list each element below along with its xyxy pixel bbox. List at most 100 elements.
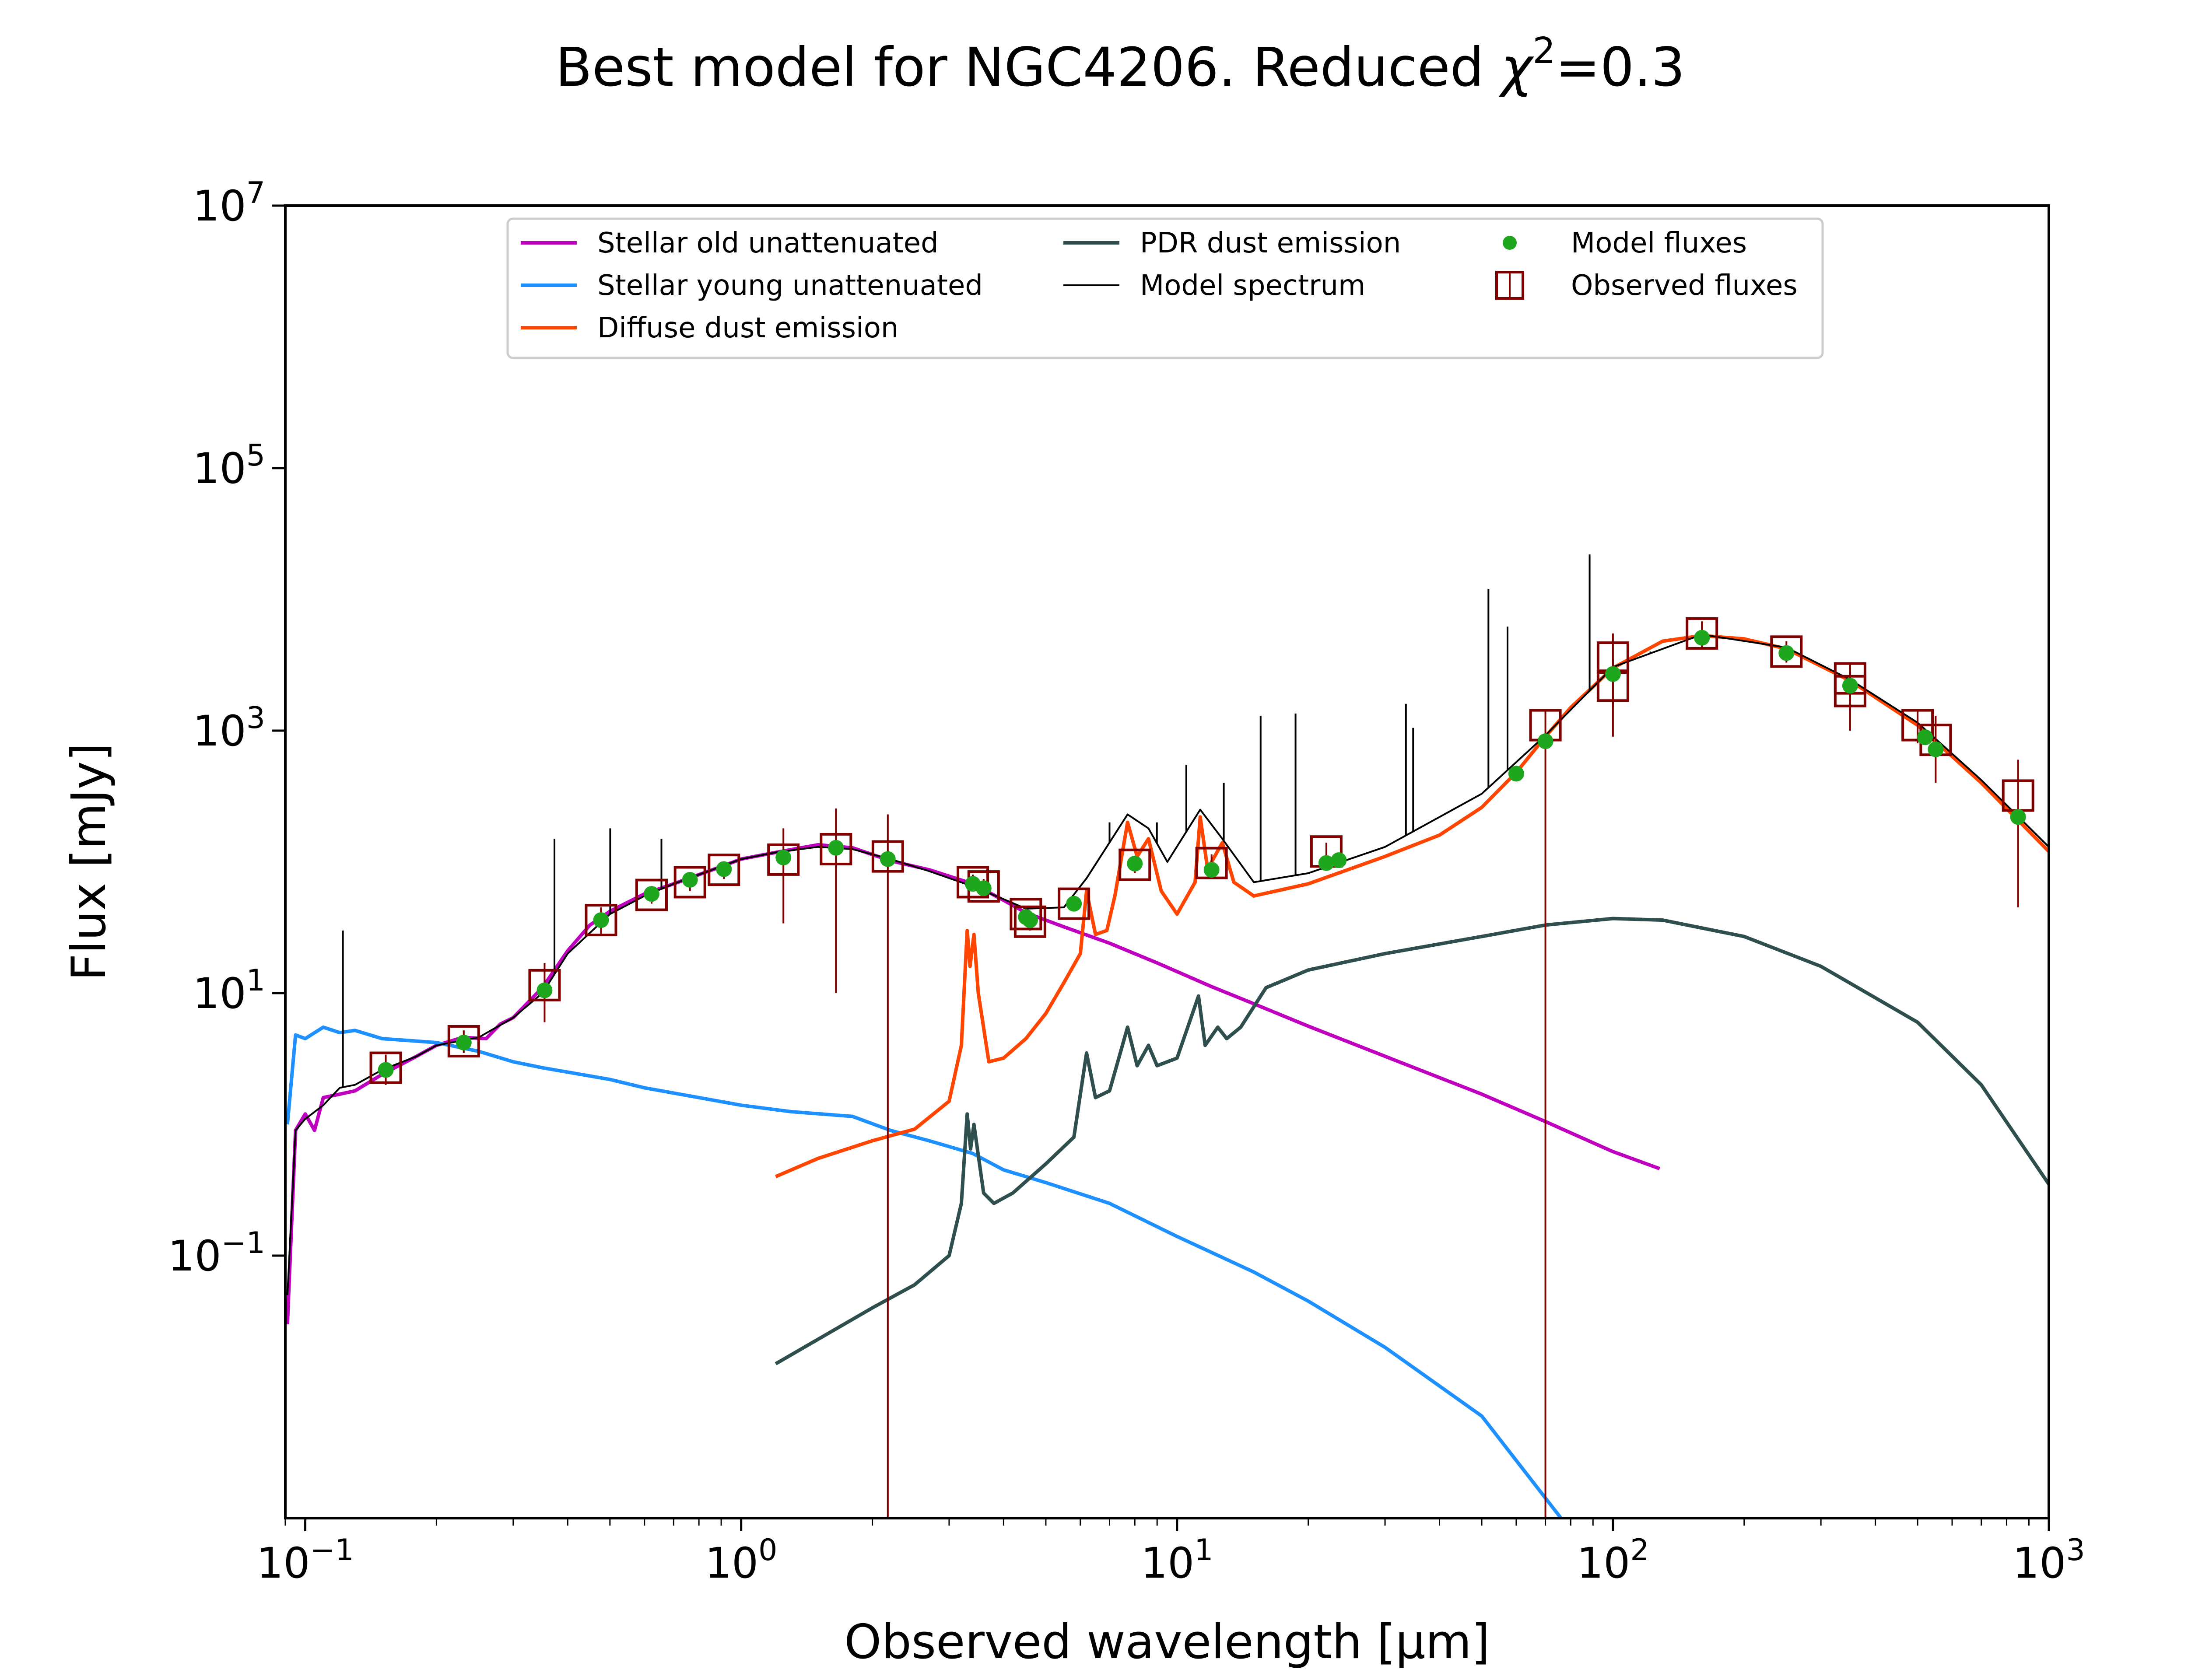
- x-tick-base: 10: [256, 1539, 310, 1588]
- legend-label: Stellar old unattenuated: [597, 227, 939, 259]
- x-tick-base: 10: [1141, 1539, 1194, 1588]
- model-flux-point: [1842, 678, 1858, 694]
- x-tick-label: 102: [1577, 1533, 1649, 1588]
- model-flux-point: [378, 1062, 394, 1078]
- model-flux-point: [643, 886, 659, 902]
- observed-flux-marker: [673, 866, 706, 899]
- model-flux-point: [1203, 862, 1220, 878]
- legend-label: PDR dust emission: [1140, 227, 1401, 259]
- y-tick-exponent: 5: [246, 438, 265, 473]
- y-tick-label: 10−1: [168, 1226, 265, 1281]
- series-layer: [285, 554, 2051, 1519]
- model-flux-point: [593, 912, 609, 928]
- series-line-stellar-young-unattenuated: [285, 1025, 1563, 1519]
- title-superscript: 2: [1532, 30, 1555, 72]
- y-tick-exponent: −1: [221, 1226, 265, 1260]
- observed-flux-marker: [1010, 898, 1042, 931]
- legend-item-model-fluxes: Model fluxes: [1503, 227, 1747, 259]
- model-flux-point: [975, 880, 992, 896]
- plot-frame: [284, 204, 2050, 1519]
- observed-flux-marker: [820, 833, 852, 865]
- model-flux-point: [682, 872, 698, 888]
- observed-fluxes-layer: [369, 617, 2034, 1084]
- legend-box: [506, 217, 1824, 359]
- observed-flux-marker: [1686, 617, 1718, 650]
- observed-flux-marker: [447, 1025, 480, 1057]
- observed-flux-marker: [1195, 847, 1228, 879]
- model-flux-point: [1331, 852, 1347, 868]
- model-flux-point: [828, 840, 844, 856]
- y-tick-exponent: 7: [246, 176, 265, 210]
- legend-items: Stellar old unattenuated Stellar young un…: [521, 227, 1798, 344]
- observed-flux-marker: [369, 1051, 402, 1084]
- x-tick-label: 10−1: [256, 1533, 354, 1588]
- legend-item-observed-fluxes: Observed fluxes: [1495, 270, 1798, 302]
- x-tick-exponent: 2: [1630, 1533, 1649, 1568]
- observed-flux-marker: [871, 840, 904, 873]
- title-text: Best model for NGC4206. Reduced: [555, 36, 1501, 98]
- observed-flux-marker: [1119, 848, 1151, 881]
- y-tick-label: 107: [193, 176, 265, 231]
- model-flux-point: [456, 1035, 472, 1051]
- model-flux-point: [1318, 855, 1334, 871]
- y-axis-label: Flux [mJy]: [62, 743, 116, 981]
- observed-flux-marker: [635, 878, 668, 911]
- x-tick-exponent: 3: [2066, 1533, 2085, 1568]
- chart-title: Best model for NGC4206. Reduced χ2=0.3: [555, 30, 1685, 98]
- model-flux-point: [2010, 809, 2026, 825]
- observed-flux-marker: [767, 843, 800, 876]
- legend-swatch-dot: [1503, 236, 1517, 250]
- y-tick-label: 105: [193, 438, 265, 493]
- y-tick-base: 10: [193, 444, 246, 493]
- y-tick-base: 10: [193, 182, 246, 231]
- model-flux-point: [775, 849, 792, 865]
- legend: Stellar old unattenuated Stellar young un…: [506, 217, 1824, 359]
- observed-flux-marker: [1058, 887, 1090, 920]
- legend-label: Model spectrum: [1140, 270, 1365, 302]
- legend-label: Diffuse dust emission: [597, 312, 898, 344]
- series-line-diffuse-dust-emission: [775, 634, 2050, 1179]
- model-flux-point: [880, 851, 896, 867]
- x-tick-base: 10: [2013, 1539, 2066, 1588]
- legend-label: Model fluxes: [1571, 227, 1747, 259]
- legend-item-model-spectrum: Model spectrum: [1063, 270, 1365, 302]
- model-flux-point: [1537, 733, 1553, 749]
- model-flux-point: [1605, 666, 1621, 682]
- observed-flux-marker: [528, 969, 561, 1001]
- y-tick-base: 10: [193, 969, 246, 1018]
- title-chi: χ: [1498, 36, 1534, 98]
- x-tick-base: 10: [1577, 1539, 1630, 1588]
- model-flux-point: [716, 861, 732, 877]
- series-line-pdr-dust-emission: [775, 917, 2051, 1365]
- x-tick-label: 103: [2013, 1533, 2085, 1588]
- observed-flux-marker: [708, 854, 740, 886]
- model-flux-point: [1917, 729, 1933, 746]
- y-tick-label: 103: [193, 701, 265, 756]
- model-flux-point: [1508, 766, 1524, 782]
- model-flux-point: [1127, 855, 1143, 872]
- errorbar-layer: [385, 621, 2019, 1518]
- observed-flux-marker: [1834, 675, 1866, 707]
- legend-label: Stellar young unattenuated: [597, 270, 983, 302]
- observed-flux-marker: [1770, 635, 1803, 668]
- y-tick-exponent: 1: [246, 963, 265, 998]
- x-tick-label: 100: [705, 1533, 777, 1588]
- model-fluxes-layer: [378, 630, 2026, 1078]
- x-tick-label: 101: [1141, 1533, 1213, 1588]
- y-tick-base: 10: [193, 707, 246, 756]
- legend-item-pdr-dust-emission: PDR dust emission: [1063, 227, 1401, 259]
- legend-item-diffuse-dust-emission: Diffuse dust emission: [521, 312, 898, 344]
- title-suffix: =0.3: [1555, 36, 1685, 98]
- model-flux-point: [536, 982, 553, 998]
- x-tick-base: 10: [705, 1539, 758, 1588]
- y-tick-base: 10: [168, 1232, 221, 1281]
- x-tick-exponent: 1: [1194, 1533, 1213, 1568]
- series-line-model-spectrum: [286, 634, 2050, 1295]
- x-tick-exponent: 0: [758, 1533, 777, 1568]
- model-flux-point: [1694, 630, 1710, 646]
- legend-label: Observed fluxes: [1571, 270, 1798, 302]
- observed-flux-marker: [585, 904, 617, 937]
- legend-item-stellar-young-unattenuated: Stellar young unattenuated: [521, 270, 983, 302]
- observed-flux-marker: [1013, 905, 1046, 938]
